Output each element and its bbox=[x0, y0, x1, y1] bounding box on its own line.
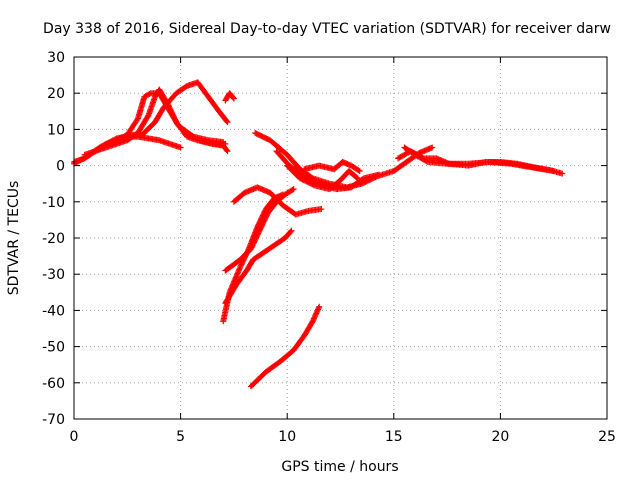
data-point bbox=[245, 247, 252, 254]
data-point bbox=[316, 303, 323, 310]
x-tick-label: 20 bbox=[491, 429, 509, 445]
series-track-9 bbox=[284, 162, 361, 193]
x-tick-label: 25 bbox=[598, 429, 616, 445]
data-point bbox=[116, 135, 123, 142]
y-tick-label: 20 bbox=[47, 86, 65, 102]
x-axis-label: GPS time / hours bbox=[281, 459, 398, 475]
data-point bbox=[224, 119, 231, 126]
x-tick-label: 0 bbox=[70, 429, 79, 445]
data-point bbox=[120, 133, 127, 140]
x-tick-label: 5 bbox=[176, 429, 185, 445]
data-point bbox=[113, 137, 120, 144]
data-point bbox=[230, 95, 237, 102]
data-point bbox=[550, 168, 557, 175]
data-point bbox=[356, 168, 363, 175]
y-tick-label: -50 bbox=[42, 340, 65, 356]
data-point bbox=[559, 170, 566, 177]
data-point bbox=[177, 144, 184, 151]
chart-title: Day 338 of 2016, Sidereal Day-to-day VTE… bbox=[43, 21, 611, 37]
series-track-17 bbox=[247, 303, 323, 390]
data-point bbox=[146, 90, 153, 97]
data-point bbox=[318, 206, 325, 213]
y-tick-label: 30 bbox=[47, 50, 65, 66]
data-point bbox=[423, 158, 430, 165]
data-point bbox=[279, 191, 286, 198]
series-track-12 bbox=[401, 144, 557, 175]
x-tick-label: 15 bbox=[385, 429, 403, 445]
axis-ticks: 0 5 10 15 20 25 -70 -60 -50 -40 -30 -20 -10 0 10 20 30 bbox=[42, 50, 616, 445]
data-point bbox=[375, 171, 382, 178]
series-track-10 bbox=[301, 158, 363, 175]
y-tick-label: -60 bbox=[42, 376, 65, 392]
y-tick-label: -70 bbox=[42, 412, 65, 428]
series-track-16 bbox=[220, 191, 286, 325]
data-point bbox=[429, 144, 436, 151]
data-point bbox=[114, 136, 121, 143]
y-tick-label: -20 bbox=[42, 231, 65, 247]
y-axis-label: SDTVAR / TECUs bbox=[6, 181, 22, 296]
data-point bbox=[354, 175, 361, 182]
data-point bbox=[355, 167, 362, 174]
data-point bbox=[288, 227, 295, 234]
y-tick-label: 10 bbox=[47, 122, 65, 138]
data-point bbox=[134, 116, 141, 123]
data-point bbox=[289, 186, 296, 193]
grid bbox=[74, 57, 607, 419]
data-point bbox=[224, 148, 231, 155]
data-point bbox=[290, 186, 297, 193]
data-point bbox=[310, 181, 317, 188]
data-point bbox=[121, 133, 128, 140]
data-point bbox=[223, 147, 230, 154]
data-point bbox=[223, 118, 230, 125]
data-point bbox=[287, 228, 294, 235]
y-tick-label: 0 bbox=[56, 159, 65, 175]
y-tick-label: -10 bbox=[42, 195, 65, 211]
series-track-13 bbox=[230, 184, 325, 218]
data-point bbox=[118, 134, 125, 141]
series-track-15 bbox=[222, 227, 295, 307]
series-track-5 bbox=[196, 137, 231, 155]
x-tick-label: 10 bbox=[278, 429, 296, 445]
y-tick-label: -40 bbox=[42, 303, 65, 319]
data-point bbox=[353, 174, 360, 181]
data-marks bbox=[71, 79, 566, 390]
plot-frame bbox=[73, 56, 608, 420]
series-track-6 bbox=[222, 90, 237, 104]
data-point bbox=[230, 94, 237, 101]
y-tick-label: -30 bbox=[42, 267, 65, 283]
data-point bbox=[117, 135, 124, 142]
